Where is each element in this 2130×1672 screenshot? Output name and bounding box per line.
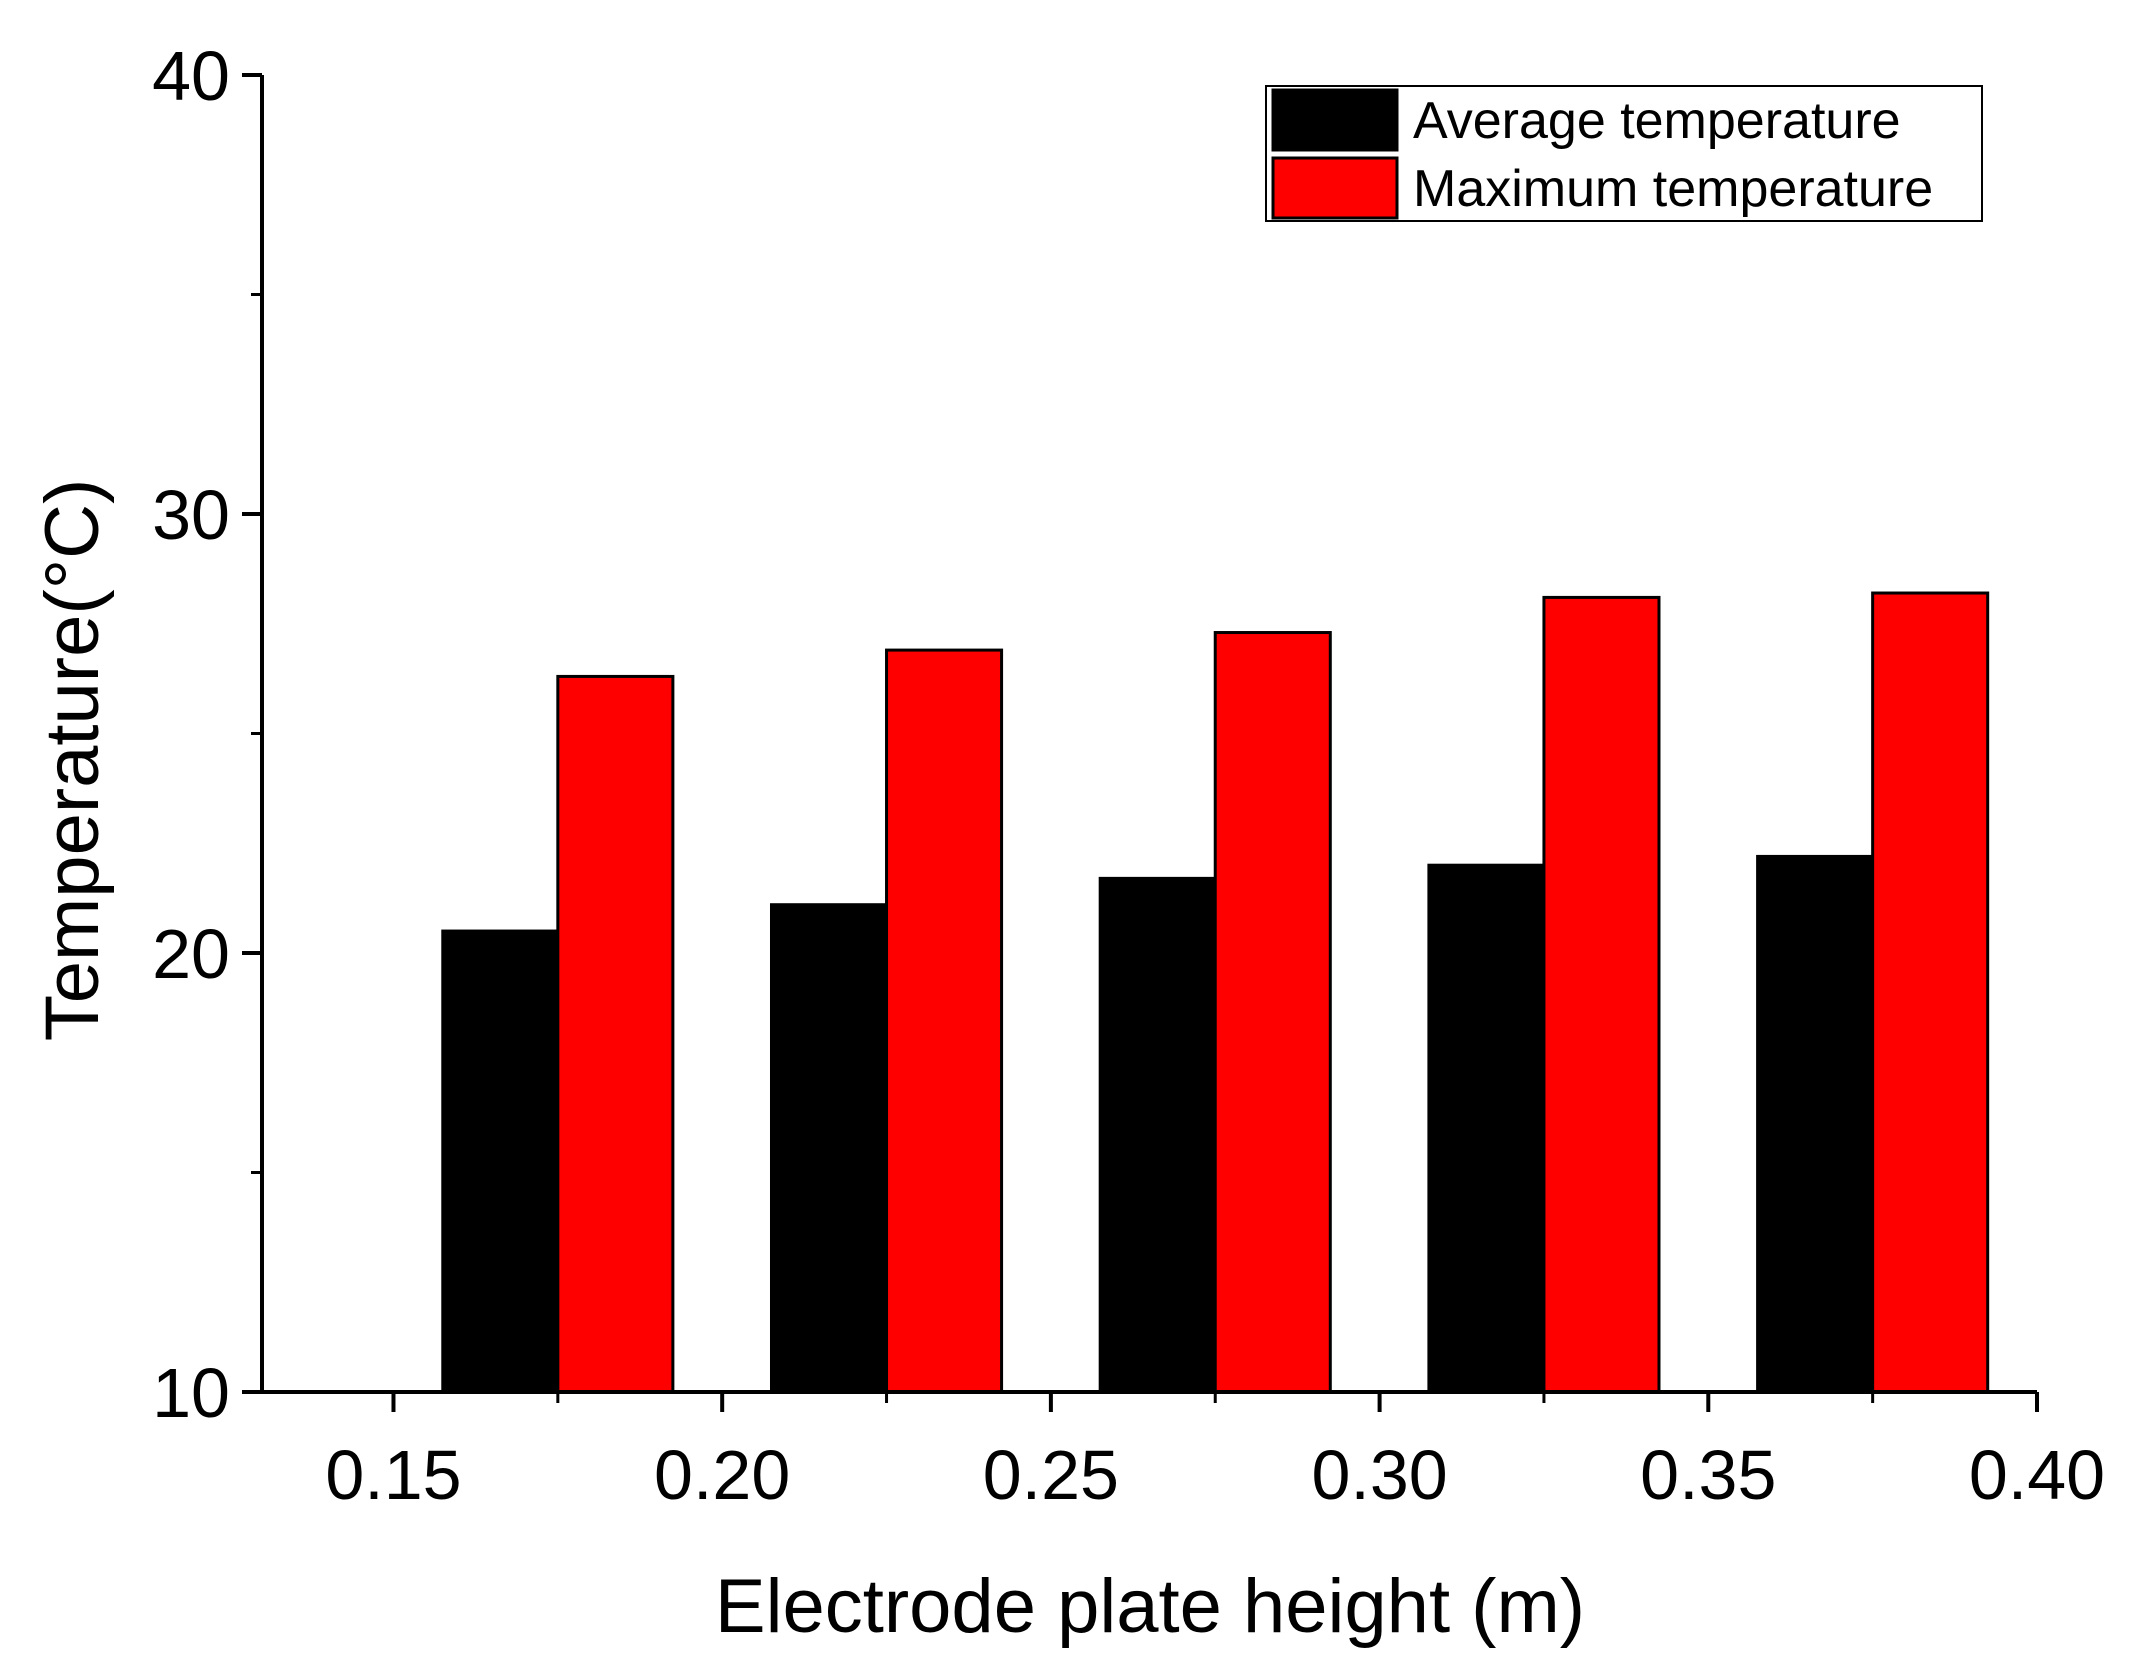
legend-swatch-maximum [1271, 156, 1399, 220]
x-tick-label: 0.40 [1969, 1436, 2105, 1514]
bar-average-0 [441, 929, 560, 1394]
bar-maximum-2 [1213, 631, 1332, 1394]
legend-swatch-average [1271, 88, 1399, 152]
bar-maximum-0 [556, 674, 675, 1394]
ticks-layer: 0.15 0.20 0.25 0.30 0.35 0.40 10 20 30 40 [152, 37, 2105, 1514]
legend: Average temperature Maximum temperature [1265, 85, 1983, 222]
legend-label-average: Average temperature [1413, 92, 1901, 150]
x-tick-label: 0.20 [654, 1436, 790, 1514]
bars-layer [441, 591, 1990, 1394]
legend-label-maximum: Maximum temperature [1413, 160, 1933, 218]
bar-maximum-1 [885, 648, 1004, 1394]
bar-average-4 [1756, 854, 1875, 1394]
x-tick-label: 0.30 [1311, 1436, 1447, 1514]
x-axis-title: Electrode plate height (m) [715, 1564, 1585, 1649]
bar-average-3 [1427, 863, 1546, 1394]
bar-average-2 [1098, 876, 1217, 1394]
bar-maximum-4 [1871, 591, 1990, 1394]
y-tick-label: 20 [152, 915, 230, 993]
bar-maximum-3 [1542, 595, 1661, 1394]
y-tick-label: 30 [152, 476, 230, 554]
y-tick-label: 40 [152, 37, 230, 115]
bar-average-1 [769, 903, 889, 1394]
x-tick-label: 0.35 [1640, 1436, 1776, 1514]
x-tick-label: 0.25 [983, 1436, 1119, 1514]
x-tick-label: 0.15 [325, 1436, 461, 1514]
y-tick-label: 10 [152, 1354, 230, 1432]
y-axis-title: Temperature(°C) [30, 479, 115, 1042]
